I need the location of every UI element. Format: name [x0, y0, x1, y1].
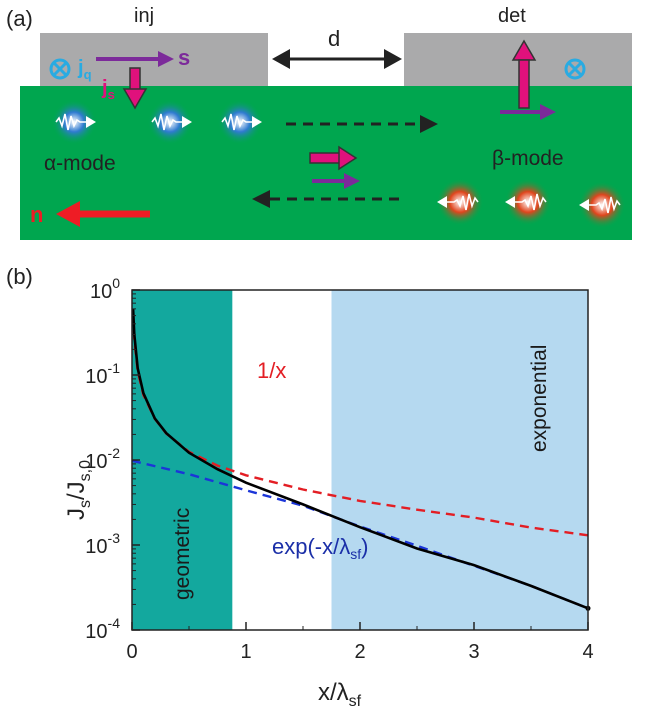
x-tick-label: 1 — [240, 641, 251, 663]
y-tick-label: 100 — [90, 275, 120, 303]
x-axis-ticks: 0 1 2 3 4 — [126, 622, 594, 663]
exp-curve-label: exp(-x/λsf) — [272, 534, 368, 562]
y-axis-label: Js/Js,0 — [63, 460, 94, 520]
panel-a: (a) inj det d jq s js — [6, 5, 632, 240]
panel-a-label: (a) — [6, 6, 33, 31]
alpha-propagation-arrow-head — [420, 115, 438, 133]
spin-arrow-detector-head — [540, 104, 556, 120]
spin-current-arrow-up — [511, 39, 537, 109]
beta-mode-label: β-mode — [492, 147, 564, 170]
y-tick-label: 10-4 — [85, 615, 120, 643]
n-label: n — [30, 202, 43, 227]
inv-curve-label: 1/x — [257, 358, 286, 383]
alpha-mode-label: α-mode — [44, 152, 116, 175]
s-label: s — [178, 45, 190, 70]
alpha-magnon-1 — [52, 100, 96, 144]
spin-arrow-injector-head — [158, 51, 174, 67]
beta-magnon-3 — [579, 182, 625, 228]
panel-b-label: (b) — [6, 264, 33, 289]
middle-current-arrow — [309, 145, 358, 171]
x-tick-label: 4 — [582, 641, 593, 663]
y-tick-label: 10-2 — [85, 445, 120, 473]
x-tick-label: 2 — [354, 641, 365, 663]
charge-into-page-icon — [49, 58, 71, 80]
inj-label: inj — [134, 5, 154, 27]
x-tick-label: 3 — [468, 641, 479, 663]
gap-label: d — [328, 26, 340, 51]
exponential-label: exponential — [528, 345, 551, 452]
alpha-magnon-3 — [218, 100, 262, 144]
alpha-magnon-2 — [148, 100, 192, 144]
charge-into-page-icon-detector — [564, 58, 586, 80]
y-tick-label: 10-3 — [85, 530, 120, 558]
y-tick-label: 10-1 — [85, 360, 120, 388]
y-axis-ticks: 100 10-1 10-2 10-3 10-4 — [85, 275, 140, 643]
x-axis-label: x/λsf — [318, 679, 362, 710]
n-arrow-head — [56, 201, 80, 227]
panel-b: (b) geometric exponential 1/x exp(-x/λsf… — [6, 264, 594, 710]
geometric-label: geometric — [171, 508, 194, 600]
x-tick-label: 0 — [126, 641, 137, 663]
gap-arrow-right-head — [384, 49, 402, 69]
middle-spin-arrow-head — [344, 173, 360, 189]
beta-propagation-arrow-head — [252, 190, 270, 208]
beta-magnon-2 — [505, 179, 551, 225]
jq-label: jq — [77, 57, 92, 82]
beta-magnon-1 — [437, 179, 483, 225]
js-label: js — [101, 77, 115, 102]
exponential-region — [331, 290, 588, 630]
chart-curves — [131, 308, 591, 611]
det-label: det — [498, 5, 526, 27]
geometric-region — [132, 290, 233, 630]
spin-current-arrow-down — [122, 67, 148, 110]
series-total-line — [131, 308, 589, 610]
gap-arrow-left-head — [272, 49, 290, 69]
